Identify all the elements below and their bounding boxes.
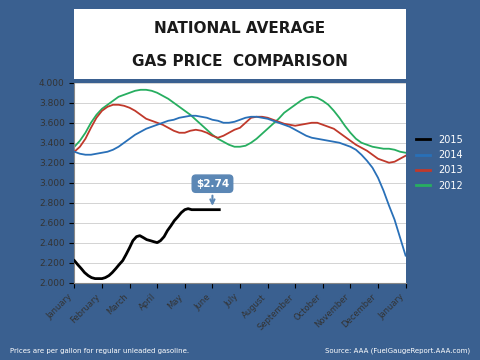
Text: Source: AAA (FuelGaugeReport.AAA.com): Source: AAA (FuelGaugeReport.AAA.com) [325, 348, 470, 354]
Text: Prices are per gallon for regular unleaded gasoline.: Prices are per gallon for regular unlead… [10, 348, 189, 354]
Text: $2.74: $2.74 [196, 179, 229, 203]
Text: NATIONAL AVERAGE: NATIONAL AVERAGE [155, 21, 325, 36]
Legend: 2015, 2014, 2013, 2012: 2015, 2014, 2013, 2012 [414, 133, 465, 193]
Text: GAS PRICE  COMPARISON: GAS PRICE COMPARISON [132, 54, 348, 69]
